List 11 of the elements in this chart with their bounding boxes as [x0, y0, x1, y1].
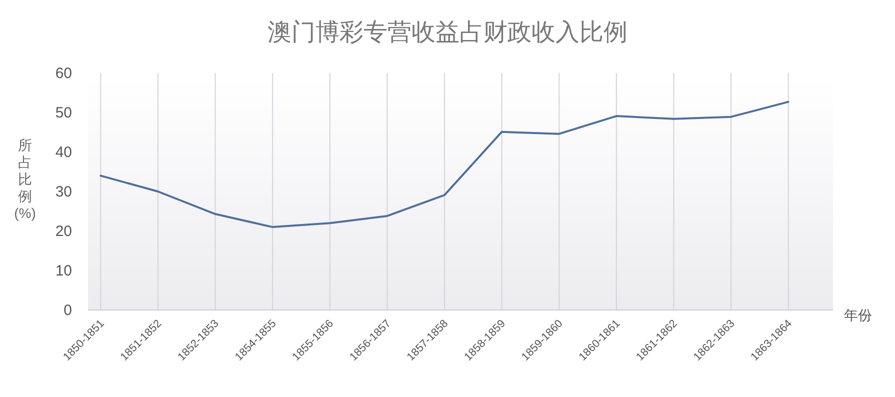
- y-tick-label: 0: [64, 302, 72, 319]
- chart-title: 澳门博彩专营收益占财政收入比例: [268, 19, 628, 46]
- y-tick-label: 30: [55, 184, 72, 200]
- x-axis-title: 年份: [844, 307, 872, 323]
- y-tick-label: 60: [55, 65, 72, 82]
- y-tick-label: 40: [55, 144, 72, 161]
- y-axis-title: 所占比例(%): [14, 137, 36, 221]
- y-tick-label: 10: [55, 262, 72, 280]
- line-series: [100, 100, 790, 228]
- y-tick-label: 50: [55, 104, 72, 122]
- y-tick-label: 20: [55, 223, 72, 240]
